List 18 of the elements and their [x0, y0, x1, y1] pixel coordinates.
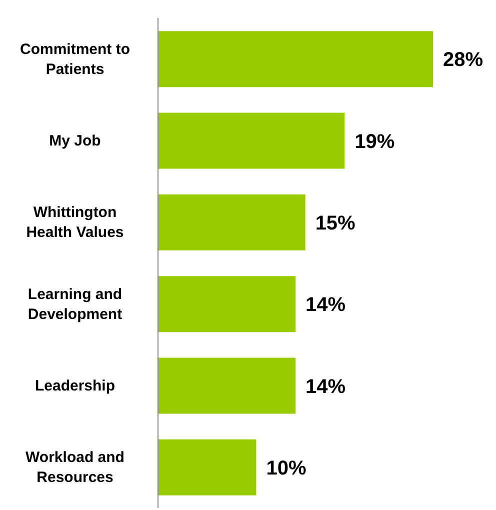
bar	[158, 276, 296, 332]
y-tick-label: Whittington Health Values	[26, 204, 124, 241]
y-tick-label: Commitment to Patients	[20, 40, 130, 78]
bar	[158, 358, 296, 414]
bar	[158, 439, 256, 496]
data-label: 19%	[354, 130, 395, 153]
data-label: 28%	[443, 49, 484, 72]
bar	[158, 194, 306, 250]
data-label: 14%	[306, 294, 346, 316]
data-label: 15%	[315, 212, 356, 234]
y-tick-label: Learning and Development	[28, 285, 122, 322]
y-tick-label: Leadership	[34, 377, 116, 394]
data-label: 10%	[266, 458, 306, 480]
data-label: 14%	[306, 376, 346, 398]
bar	[158, 112, 345, 169]
y-tick-label: My Job	[49, 132, 101, 149]
bar	[158, 31, 433, 88]
y-tick-label: Workload and Resources	[26, 448, 124, 486]
